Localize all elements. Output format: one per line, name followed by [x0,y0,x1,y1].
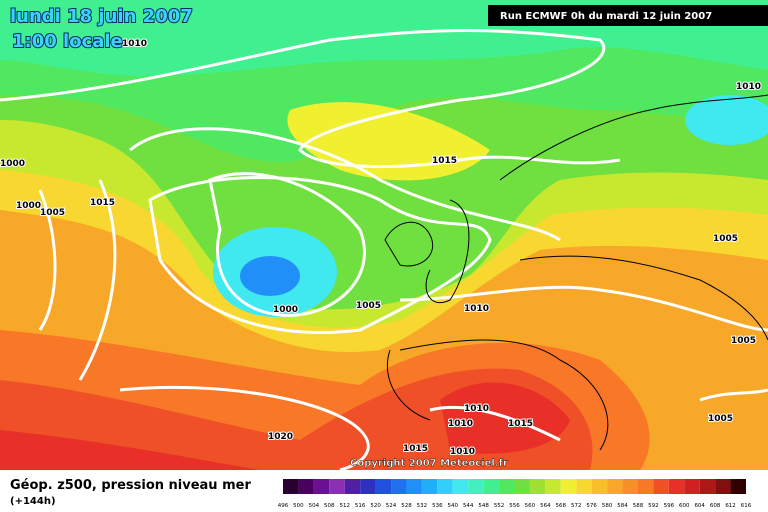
scale-swatch [560,479,577,494]
run-box [488,5,768,26]
scale-swatch [529,479,546,494]
scale-swatch [360,479,376,494]
isobar-label: 1010 [464,304,489,314]
scale-swatch [406,479,422,494]
isobar-label: 1005 [356,301,381,311]
scale-label: 560 [525,503,536,509]
scale-swatch [421,479,438,494]
isobar-label: 1005 [40,208,65,218]
isobar-label: 1000 [273,305,298,315]
legend-title: Géop. z500, pression niveau mer [10,478,251,493]
scale-label: 552 [494,503,505,509]
scale-label: 572 [571,503,582,509]
scale-swatch [607,479,623,494]
scale-label: 588 [633,503,644,509]
scale-swatch [545,479,561,494]
map-field [0,0,768,472]
isobar-label: 1015 [508,419,533,429]
scale-swatch [684,479,700,494]
scale-label: 528 [401,503,412,509]
scale-swatch [622,479,638,494]
isobar-label: 1000 [0,159,25,169]
isobar-label: 1015 [90,198,115,208]
scale-label: 544 [463,503,474,509]
scale-label: 568 [556,503,567,509]
forecast-date: lundi 18 juin 2007 [10,6,193,27]
scale-swatch [576,479,592,494]
isobar-label: 1005 [731,336,756,346]
scale-label: 600 [679,503,690,509]
scale-label: 548 [478,503,489,509]
scale-label: 584 [617,503,628,509]
scale-label: 608 [710,503,721,509]
scale-label: 540 [448,503,459,509]
isobar-label: 1010 [450,447,475,457]
scale-label: 512 [339,503,350,509]
scale-swatch [391,479,407,494]
isobar-label: 1010 [464,404,489,414]
scale-label: 576 [586,503,597,509]
scale-label: 524 [386,503,397,509]
scale-label: 616 [741,503,752,509]
scale-swatch [730,479,746,494]
isobar-label: 1015 [432,156,457,166]
color-scale: 496 500 504 508 512 516 520 524 528 532 536 540 544 5… [278,479,752,509]
scale-label: 516 [355,503,366,509]
scale-swatch [375,479,392,494]
scale-swatch [329,479,345,494]
legend-lead: (+144h) [10,496,56,507]
scale-label: 592 [648,503,659,509]
scale-swatch [653,479,669,494]
scale-label: 564 [540,503,551,509]
scale-label: 604 [694,503,705,509]
scale-label: 536 [432,503,443,509]
scale-label: 500 [293,503,304,509]
scale-swatch [298,479,314,494]
isobar-label: 1010 [736,82,761,92]
scale-swatch [483,479,500,494]
run-label: Run ECMWF 0h du mardi 12 juin 2007 [500,11,712,22]
isobar-label: 1015 [403,444,428,454]
forecast-time: 1:00 locale [12,31,123,52]
scale-swatch [715,479,731,494]
scale-label: 508 [324,503,335,509]
scale-label: 612 [725,503,736,509]
isobar-label: 1005 [708,414,733,424]
scale-swatch [344,479,361,494]
scale-swatch [668,479,685,494]
scale-label: 520 [370,503,381,509]
scale-swatch [514,479,530,494]
scale-swatch [283,479,299,494]
scale-label: 580 [602,503,613,509]
scale-label: 532 [417,503,428,509]
isobar-label: 1020 [268,432,293,442]
scale-swatch [437,479,453,494]
scale-swatch [452,479,469,494]
scale-swatch [499,479,515,494]
scale-label: 496 [278,503,289,509]
isobar-label: 1000 [16,201,41,211]
copyright: Copyright 2007 Meteociel.fr [350,458,508,469]
scale-swatch [468,479,484,494]
scale-swatch [313,479,330,494]
scale-label: 504 [309,503,320,509]
scale-swatch [699,479,716,494]
scale-swatch [591,479,608,494]
scale-swatch [637,479,654,494]
isobar-label: 1005 [713,234,738,244]
scale-label: 556 [509,503,520,509]
scale-label: 596 [664,503,675,509]
isobar-label: 1010 [122,39,147,49]
isobar-label: 1010 [448,419,473,429]
